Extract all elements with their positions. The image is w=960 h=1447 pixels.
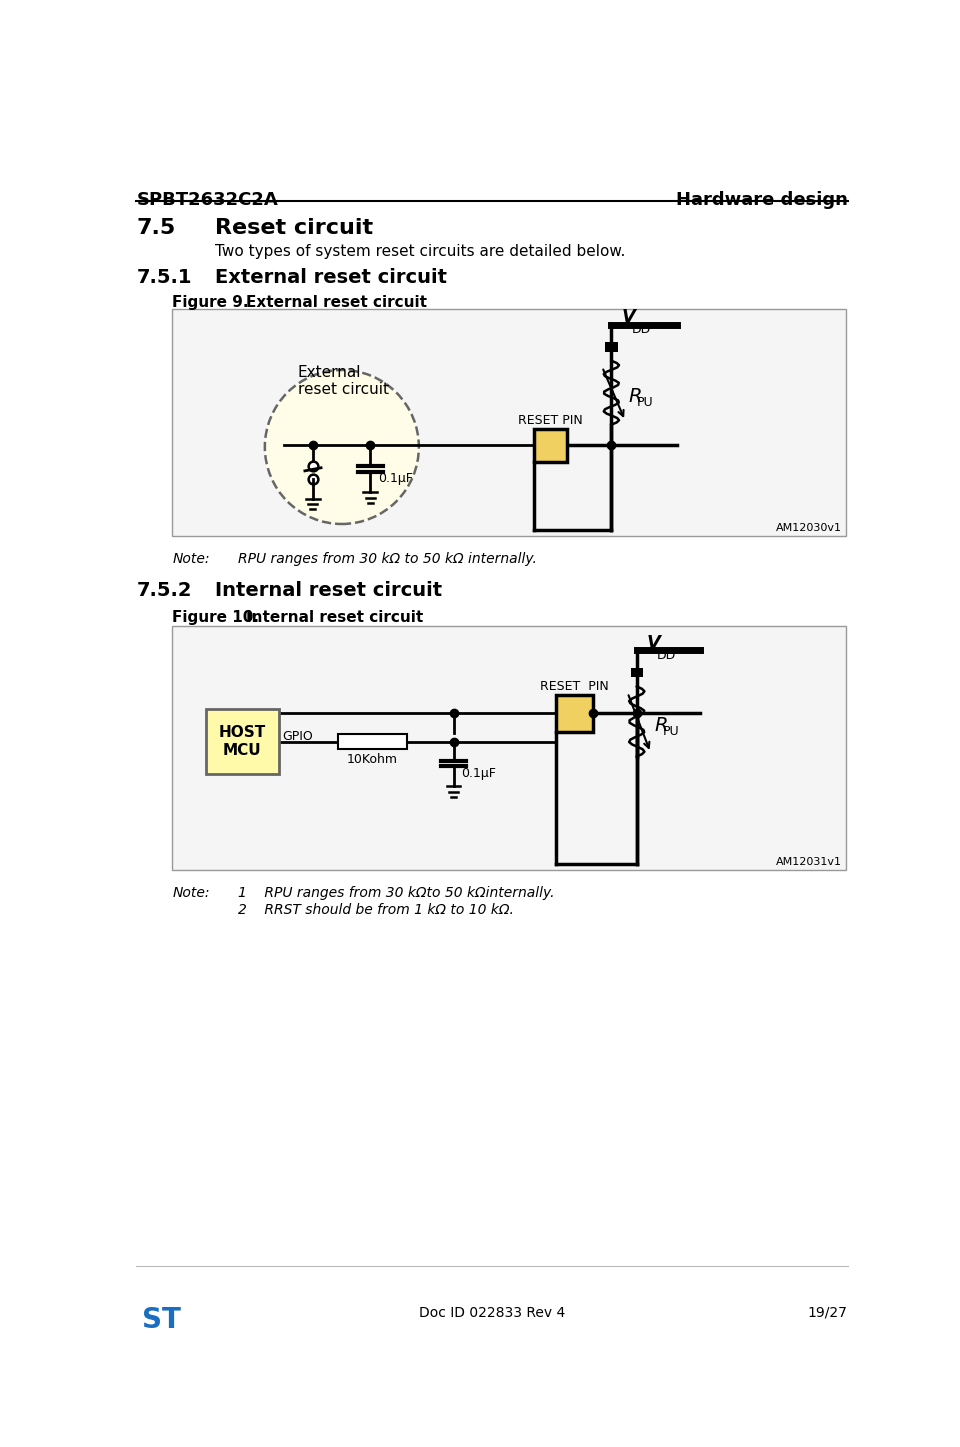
Text: 19/27: 19/27: [808, 1305, 848, 1320]
Text: 7.5.1: 7.5.1: [136, 268, 192, 287]
Text: AM12030v1: AM12030v1: [777, 524, 842, 534]
Text: 7.5.2: 7.5.2: [136, 580, 192, 601]
Text: R: R: [655, 716, 668, 735]
Text: ST: ST: [142, 1305, 180, 1334]
Text: External reset circuit: External reset circuit: [246, 295, 426, 310]
Text: 7.5: 7.5: [136, 218, 176, 239]
Bar: [173, 625, 846, 871]
Text: Two types of system reset circuits are detailed below.: Two types of system reset circuits are d…: [215, 245, 625, 259]
Text: Figure 10.: Figure 10.: [173, 611, 259, 625]
Text: Reset circuit: Reset circuit: [215, 218, 372, 239]
Text: PU: PU: [663, 725, 680, 738]
Text: Note:: Note:: [173, 886, 210, 900]
Ellipse shape: [265, 370, 419, 524]
Text: 1    RPU ranges from 30 kΩto 50 kΩinternally.: 1 RPU ranges from 30 kΩto 50 kΩinternall…: [238, 886, 555, 900]
Text: V: V: [647, 634, 660, 651]
Text: External reset circuit: External reset circuit: [215, 268, 446, 287]
Text: Internal reset circuit: Internal reset circuit: [246, 611, 422, 625]
Text: SPBT2632C2A: SPBT2632C2A: [136, 191, 278, 208]
Text: AM12031v1: AM12031v1: [777, 858, 842, 867]
Text: DD: DD: [632, 323, 651, 336]
Text: R: R: [628, 386, 642, 407]
Text: HOST
MCU: HOST MCU: [219, 725, 266, 758]
Text: Figure 9.: Figure 9.: [173, 295, 249, 310]
Bar: [535, 430, 566, 462]
Bar: [338, 734, 407, 750]
Text: 0.1μF: 0.1μF: [461, 767, 496, 780]
Text: RPU ranges from 30 kΩ to 50 kΩ internally.: RPU ranges from 30 kΩ to 50 kΩ internall…: [238, 551, 537, 566]
Text: External
reset circuit: External reset circuit: [298, 365, 389, 396]
Bar: [605, 343, 617, 352]
Text: GPIO: GPIO: [282, 731, 313, 744]
Text: 0.1μF: 0.1μF: [378, 472, 413, 485]
Text: RESET  PIN: RESET PIN: [540, 680, 609, 693]
Text: 2    RRST should be from 1 kΩ to 10 kΩ.: 2 RRST should be from 1 kΩ to 10 kΩ.: [238, 903, 514, 917]
Text: Internal reset circuit: Internal reset circuit: [215, 580, 442, 601]
Text: 10Kohm: 10Kohm: [348, 752, 398, 765]
Bar: [556, 695, 593, 732]
Text: DD: DD: [657, 648, 676, 661]
Text: PU: PU: [636, 396, 654, 410]
Bar: [631, 669, 643, 677]
Bar: [173, 310, 846, 537]
Text: RESET PIN: RESET PIN: [518, 414, 583, 427]
Text: Hardware design: Hardware design: [676, 191, 848, 208]
Text: Doc ID 022833 Rev 4: Doc ID 022833 Rev 4: [419, 1305, 565, 1320]
Bar: [205, 709, 278, 774]
Text: Note:: Note:: [173, 551, 210, 566]
Text: V: V: [621, 308, 636, 326]
